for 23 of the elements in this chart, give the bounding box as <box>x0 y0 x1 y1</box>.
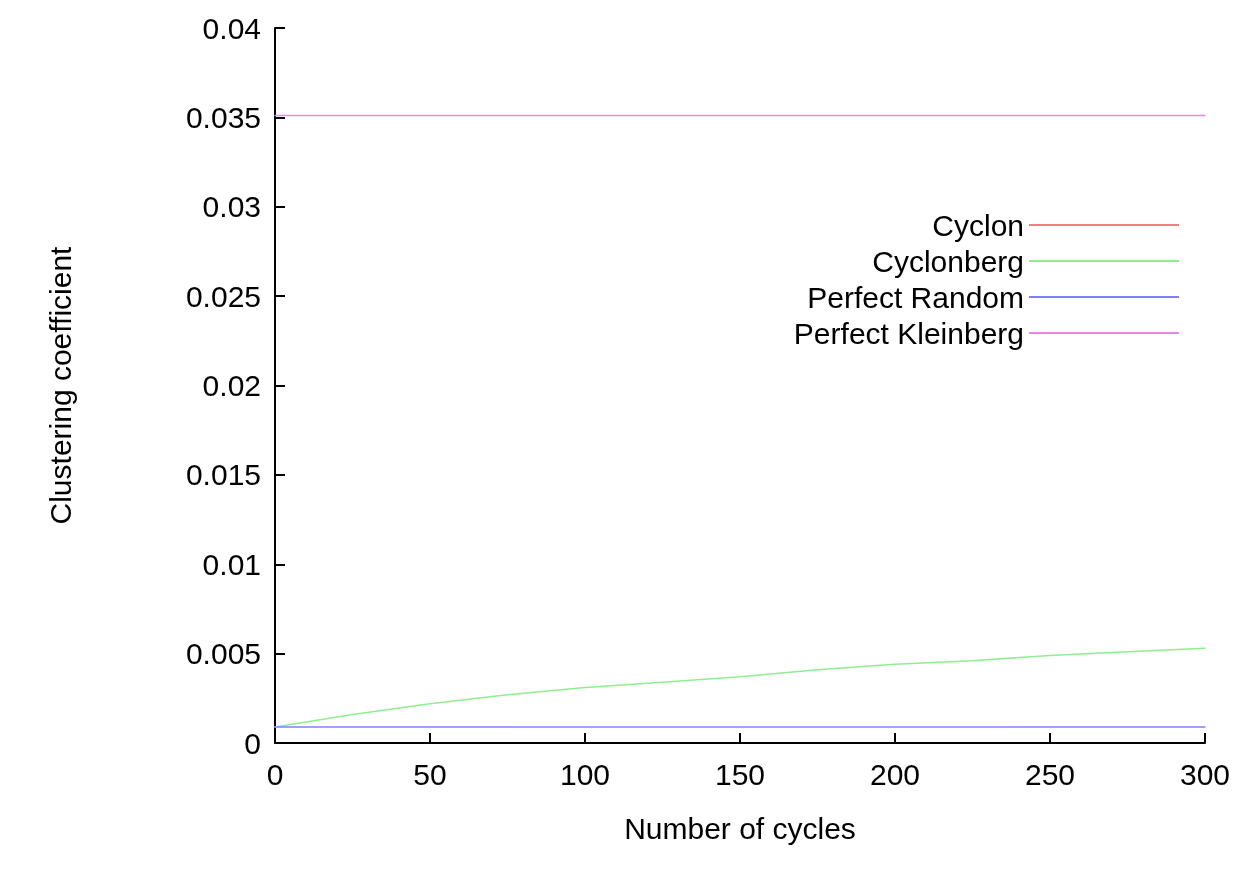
y-tick-label: 0.025 <box>185 279 261 313</box>
y-tick-label: 0.035 <box>185 100 261 134</box>
x-tick-label: 250 <box>1024 757 1076 791</box>
y-tick-label: 0.04 <box>202 11 261 45</box>
x-tick-label: 150 <box>714 757 766 791</box>
x-tick-label: 300 <box>1179 757 1231 791</box>
x-tick-label: 100 <box>559 757 611 791</box>
legend-label: Perfect Random <box>807 280 1024 314</box>
y-axis-title: Clustering coefficient <box>43 245 77 525</box>
y-tick-label: 0.01 <box>202 547 261 581</box>
x-tick-label: 0 <box>266 757 284 791</box>
x-axis-title: Number of cycles <box>624 811 856 845</box>
y-tick-label: 0 <box>244 726 261 760</box>
x-tick-label: 200 <box>869 757 921 791</box>
line-series <box>274 647 1206 728</box>
y-tick-label: 0.03 <box>202 190 261 224</box>
y-tick-label: 0.02 <box>202 369 261 402</box>
legend-label: Cyclonberg <box>872 244 1024 278</box>
legend-label: Perfect Kleinberg <box>793 316 1024 350</box>
y-tick-label: 0.005 <box>185 637 261 671</box>
x-tick-label: 50 <box>413 757 447 791</box>
y-tick-label: 0.015 <box>185 458 261 492</box>
legend-label: Cyclon <box>932 208 1024 242</box>
